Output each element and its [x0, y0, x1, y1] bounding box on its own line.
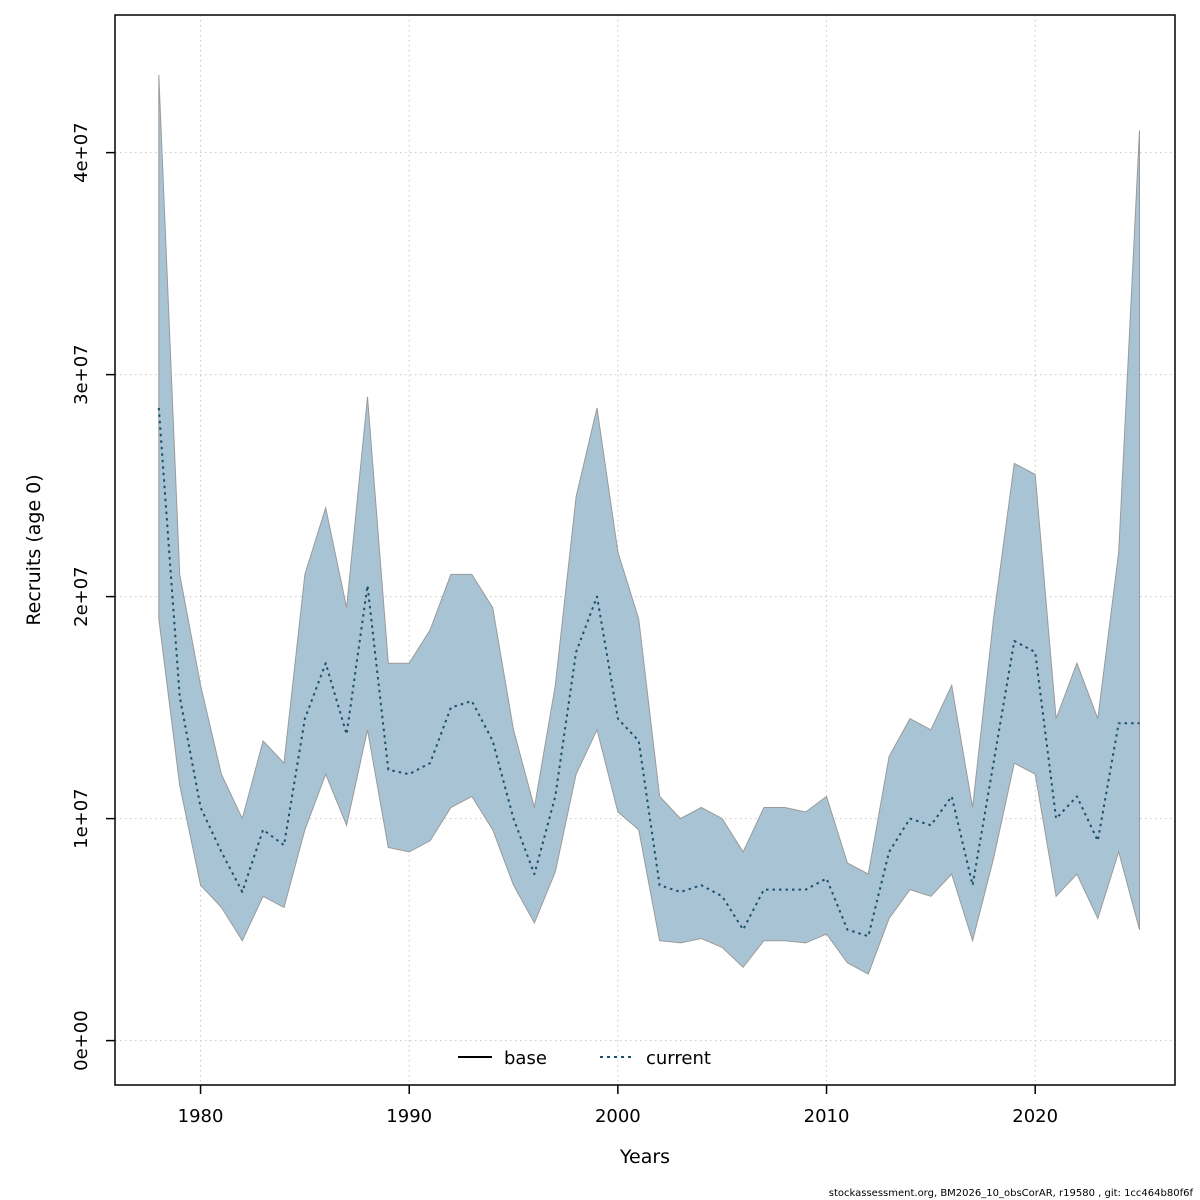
y-tick-label: 1e+07: [71, 788, 92, 849]
footer-note: stockassessment.org, BM2026_10_obsCorAR,…: [829, 1188, 1194, 1199]
y-tick-label: 4e+07: [71, 122, 92, 183]
legend-label-current: current: [646, 1048, 711, 1069]
legend-label-base: base: [504, 1048, 547, 1069]
x-tick-label: 2020: [1012, 1106, 1058, 1127]
y-tick-label: 2e+07: [71, 566, 92, 627]
x-tick-label: 1990: [386, 1106, 432, 1127]
series-line-current: [157, 407, 1140, 938]
y-tick-label: 3e+07: [71, 344, 92, 405]
x-tick-label: 2010: [804, 1106, 850, 1127]
axis-ticks: 1980 1990 2000 2010 2020 0e+00 1e+07 2e+07 3e+07…: [71, 122, 1058, 1127]
confidence-band: [158, 74, 1140, 975]
confidence-band-layer: [158, 74, 1140, 975]
x-axis-title: Years: [619, 1146, 670, 1168]
y-tick-label: 0e+00: [71, 1010, 92, 1071]
legend: base current: [458, 1048, 711, 1069]
series-layer: [157, 407, 1140, 938]
plot-frame: [114, 14, 1176, 1086]
x-tick-label: 2000: [595, 1106, 641, 1127]
y-axis-title: Recruits (age 0): [23, 474, 45, 625]
x-tick-label: 1980: [178, 1106, 224, 1127]
